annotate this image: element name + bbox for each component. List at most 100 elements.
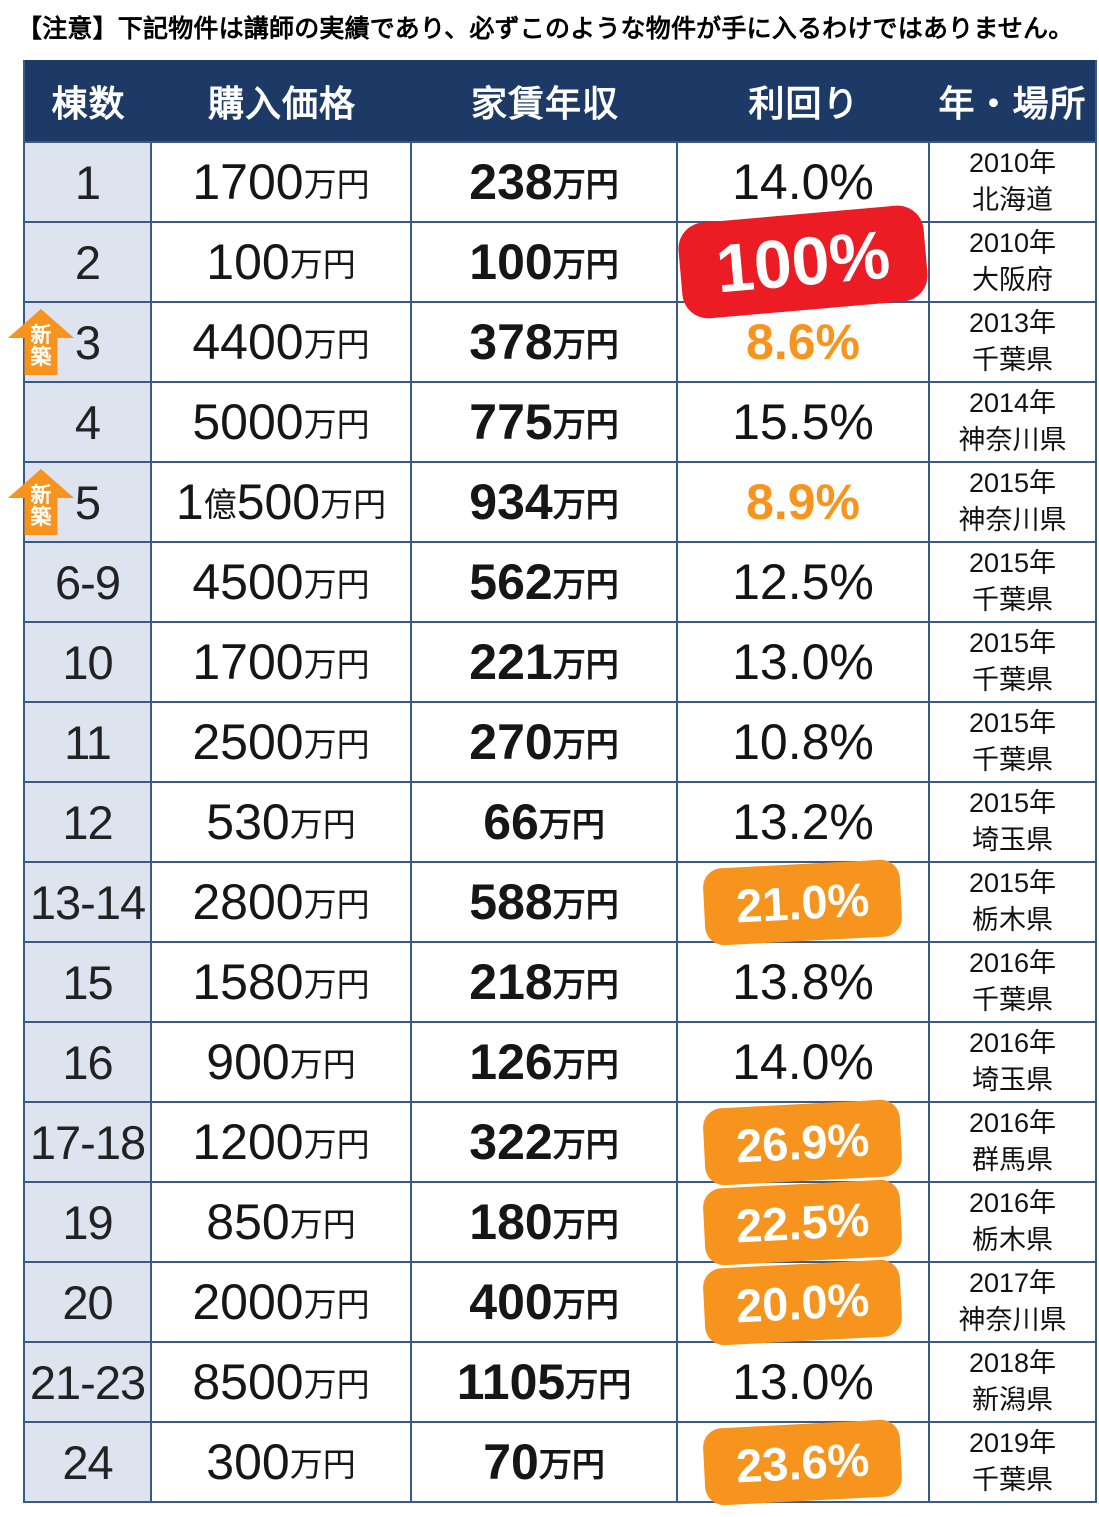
year-place-text: 2016年埼玉県 [969, 1025, 1056, 1099]
place-line: 栃木県 [971, 1225, 1053, 1255]
year-place-text: 2016年千葉県 [969, 945, 1056, 1019]
amount-value: 775 [469, 394, 553, 450]
purchase-price-cell: 8500 万円 [152, 1343, 412, 1421]
yield-value: 14.0% [732, 1034, 874, 1090]
year-line: 2016年 [968, 1188, 1057, 1218]
currency-unit: 万円 [303, 886, 370, 923]
yield-value: 13.0% [732, 634, 874, 690]
unit-count-cell: 17-18 [25, 1103, 152, 1181]
currency-unit: 万円 [320, 486, 387, 523]
currency-unit: 万円 [303, 646, 370, 683]
year-line: 2014年 [968, 388, 1057, 418]
year-place-text: 2015年 千葉県 [969, 625, 1056, 699]
purchase-price-cell: 4500 万円 [152, 543, 412, 621]
currency-unit: 万円 [552, 486, 619, 523]
amount-value: 400 [469, 1274, 553, 1330]
purchase-price-cell: 300 万円 [152, 1423, 412, 1501]
year-line: 2018年 [968, 1348, 1057, 1378]
place-line: 千葉県 [971, 585, 1053, 615]
yield-cell: 21.0% [678, 858, 930, 946]
currency-unit: 万円 [552, 1126, 619, 1163]
unit-count-cell: 24 [25, 1423, 152, 1501]
currency-unit: 万円 [303, 406, 370, 443]
year-place-cell: 2016年千葉県 [930, 943, 1095, 1021]
purchase-price-cell: 530 万円 [152, 783, 412, 861]
place-line: 千葉県 [971, 985, 1053, 1015]
year-line: 2016年 [968, 1108, 1057, 1138]
amount-value: 66 [483, 794, 539, 850]
yield-orange-highlight-badge: 20.0% [702, 1258, 904, 1346]
unit-count-cell: 21-23 [25, 1343, 152, 1421]
purchase-price-cell: 5000 万円 [152, 383, 412, 461]
results-table: 棟数 購入価格 家賃年収 利回り 年・場所 1 1700 万円 238 万円 14.0% 2… [8, 60, 1097, 1506]
place-line: 神奈川県 [958, 1305, 1067, 1335]
currency-unit: 万円 [538, 806, 605, 843]
place-line: 千葉県 [971, 745, 1053, 775]
year-line: 2015年 [968, 708, 1057, 738]
rent-income-cell: 378 万円 [412, 303, 678, 381]
yield-value: 8.9% [746, 474, 860, 530]
currency-unit: 万円 [552, 326, 619, 363]
yield-cell: 14.0% [678, 143, 930, 221]
year-place-text: 2015年千葉県 [969, 705, 1056, 779]
header-annual-rent: 家賃年収 [470, 82, 619, 124]
table-row: 16 900 万円 126 万円 14.0% 2016年 埼玉県 [25, 1021, 1095, 1101]
table-row: 10 1700 万円 221 万円 13.0% 2015年 千葉県 [25, 621, 1095, 701]
amount-value: 322 [469, 1114, 553, 1170]
purchase-price-cell: 2500 万円 [152, 703, 412, 781]
yield-cell: 26.9% [678, 1098, 930, 1186]
amount-value: 218 [469, 954, 553, 1010]
currency-unit: 万円 [552, 726, 619, 763]
year-place-text: 2015年 栃木県 [969, 865, 1056, 939]
table-row: 11 2500 万円 270 万円 10.8% 2015年 千葉県 [25, 701, 1095, 781]
table-row: 21-23 8500 万円 1105 万円 13.0% 2018年 新潟県 [25, 1341, 1095, 1421]
year-place-cell: 2017年 神奈川県 [930, 1263, 1095, 1341]
amount-value: 300 [206, 1434, 290, 1490]
yield-orange-highlight-badge: 23.6% [702, 1418, 904, 1506]
table-row: 13-14 2800 万円 588 万円 21.0% 2015年 栃木県 [25, 858, 1095, 946]
amount-value: 500 [236, 474, 321, 530]
table-header-row: 棟数 購入価格 家賃年収 利回り 年・場所 [25, 60, 1095, 141]
table-row: 15 1580 万円 218 万円 13.8% 2016年 千葉県 [25, 941, 1095, 1021]
currency-unit: 万円 [303, 566, 370, 603]
yield-cell: 13.0% [678, 623, 930, 701]
amount-value: 530 [206, 794, 290, 850]
amount-value: 1700 [192, 634, 304, 690]
table-row: 1 1700 万円 238 万円 14.0% 2010年 北海道 [25, 141, 1095, 221]
currency-unit: 万円 [303, 326, 370, 363]
rent-income-cell: 70 万円 [412, 1423, 678, 1501]
amount-value: 8500 [192, 1354, 304, 1410]
rent-income-cell: 562 万円 [412, 543, 678, 621]
year-line: 2016年 [968, 948, 1057, 978]
year-line: 2010年 [968, 148, 1057, 178]
year-place-cell: 2013年 千葉県 [930, 303, 1095, 381]
unit-count-cell: 6-9 [25, 543, 152, 621]
rent-income-cell: 588 万円 [412, 863, 678, 941]
year-place-cell: 2019年 千葉県 [930, 1423, 1095, 1501]
year-place-text: 2019年 千葉県 [969, 1425, 1056, 1499]
year-place-text: 2013年 千葉県 [969, 305, 1056, 379]
amount-value: 180 [469, 1194, 553, 1250]
year-place-text: 2016年栃木県 [969, 1185, 1056, 1259]
unit-count-cell: 20 [25, 1263, 152, 1341]
place-line: 埼玉県 [971, 1065, 1053, 1095]
yield-cell: 10.8% [678, 703, 930, 781]
purchase-price-cell: 1 億 500 万円 [152, 463, 412, 541]
rent-income-cell: 221 万円 [412, 623, 678, 701]
yield-cell: 22.5% [678, 1178, 930, 1266]
amount-value: 1700 [192, 154, 304, 210]
currency-unit: 億 [203, 486, 237, 523]
yield-cell: 8.6% [678, 303, 930, 381]
year-line: 2010年 [968, 228, 1057, 258]
amount-value: 934 [469, 474, 553, 530]
year-place-text: 2010年 北海道 [969, 145, 1056, 219]
purchase-price-cell: 100 万円 [152, 223, 412, 301]
year-line: 2015年 [968, 788, 1057, 818]
rent-income-cell: 1105 万円 [412, 1343, 678, 1421]
rent-income-cell: 66 万円 [412, 783, 678, 861]
year-line: 2016年 [968, 1028, 1057, 1058]
year-place-cell: 2015年 神奈川県 [930, 463, 1095, 541]
currency-unit: 万円 [289, 1446, 356, 1483]
currency-unit: 万円 [552, 886, 619, 923]
purchase-price-cell: 2800 万円 [152, 863, 412, 941]
